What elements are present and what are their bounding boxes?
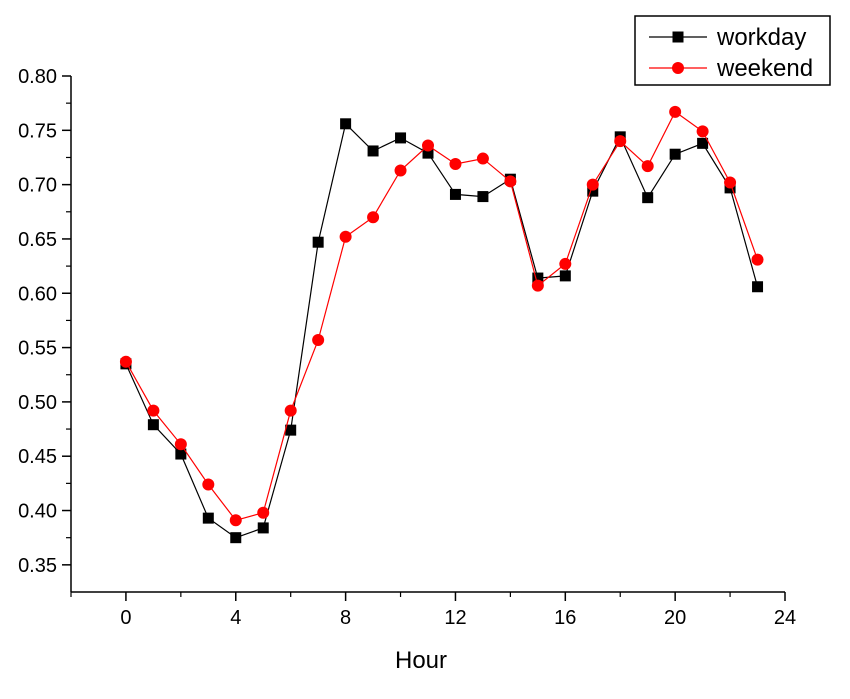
workday-point xyxy=(147,419,159,431)
x-axis-title: Hour xyxy=(395,647,447,674)
x-tick-label: 16 xyxy=(554,607,576,629)
weekend-point xyxy=(641,160,654,173)
legend-label-workday: workday xyxy=(716,24,806,51)
workday-point xyxy=(395,132,407,144)
workday-point xyxy=(697,137,709,149)
axes: 0 4 8 12 16 20 24 0.35 0.40 0.45 0.50 0.55 0.60 0.65 0… xyxy=(18,66,796,629)
weekend-point xyxy=(339,230,352,243)
workday-point xyxy=(367,145,379,157)
weekend-point xyxy=(422,139,434,152)
y-tick-label: 0.75 xyxy=(18,120,57,142)
y-tick-label: 0.45 xyxy=(18,446,57,468)
weekend-point xyxy=(724,176,737,189)
weekend-point xyxy=(531,279,544,292)
workday-point xyxy=(669,148,681,160)
y-tick-label: 0.35 xyxy=(18,555,57,577)
y-tick-label: 0.80 xyxy=(18,66,57,88)
weekend-line xyxy=(125,110,759,521)
workday-point xyxy=(752,281,764,293)
weekend-point xyxy=(174,438,187,451)
weekend-point xyxy=(751,253,764,266)
legend-marker-weekend xyxy=(672,62,684,74)
weekend-point xyxy=(394,164,407,177)
weekend-point xyxy=(559,257,572,270)
workday-point xyxy=(312,236,324,248)
legend-marker-workday xyxy=(672,31,684,43)
workday-point xyxy=(257,522,269,534)
y-tick-label: 0.55 xyxy=(18,338,57,360)
workday-point xyxy=(340,118,352,130)
x-tick-label: 20 xyxy=(664,607,686,629)
workday-point xyxy=(477,191,489,203)
series-layer xyxy=(119,105,764,544)
weekend-point xyxy=(586,178,599,191)
workday-point xyxy=(559,270,571,282)
y-tick-label: 0.50 xyxy=(18,392,57,414)
workday-point xyxy=(532,272,544,284)
y-tick-label: 0.70 xyxy=(18,175,57,197)
y-tick-label: 0.40 xyxy=(18,501,57,523)
weekend-point xyxy=(614,135,627,148)
legend: workday weekend xyxy=(634,15,831,86)
workday-point xyxy=(642,192,654,204)
series-weekend xyxy=(119,105,764,527)
x-tick-label: 12 xyxy=(444,607,466,629)
weekend-point xyxy=(119,355,132,368)
x-tick-label: 4 xyxy=(230,607,241,629)
legend-box xyxy=(634,15,831,86)
weekend-point xyxy=(696,125,709,138)
weekend-point xyxy=(669,105,682,118)
weekend-point xyxy=(312,333,325,346)
workday-point xyxy=(422,147,434,159)
workday-point xyxy=(587,185,599,197)
weekend-point xyxy=(147,404,160,417)
y-tick-label: 0.60 xyxy=(18,283,57,305)
weekend-point xyxy=(476,152,489,165)
weekend-point xyxy=(284,404,297,417)
workday-point xyxy=(202,512,214,524)
weekend-point xyxy=(229,514,242,527)
x-tick-label: 24 xyxy=(774,607,796,629)
series-workday xyxy=(120,118,764,544)
weekend-point xyxy=(504,175,517,188)
x-tick-label: 0 xyxy=(120,607,131,629)
weekend-point xyxy=(449,157,462,170)
weekend-point xyxy=(202,478,215,491)
weekend-point xyxy=(257,506,270,519)
workday-line xyxy=(125,122,759,539)
weekend-point xyxy=(367,211,380,224)
workday-point xyxy=(285,424,297,436)
workday-point xyxy=(230,532,242,544)
y-tick-label: 0.65 xyxy=(18,229,57,251)
workday-point xyxy=(449,188,461,200)
workday-point xyxy=(175,448,187,460)
legend-label-weekend: weekend xyxy=(716,55,813,82)
x-tick-label: 8 xyxy=(340,607,351,629)
